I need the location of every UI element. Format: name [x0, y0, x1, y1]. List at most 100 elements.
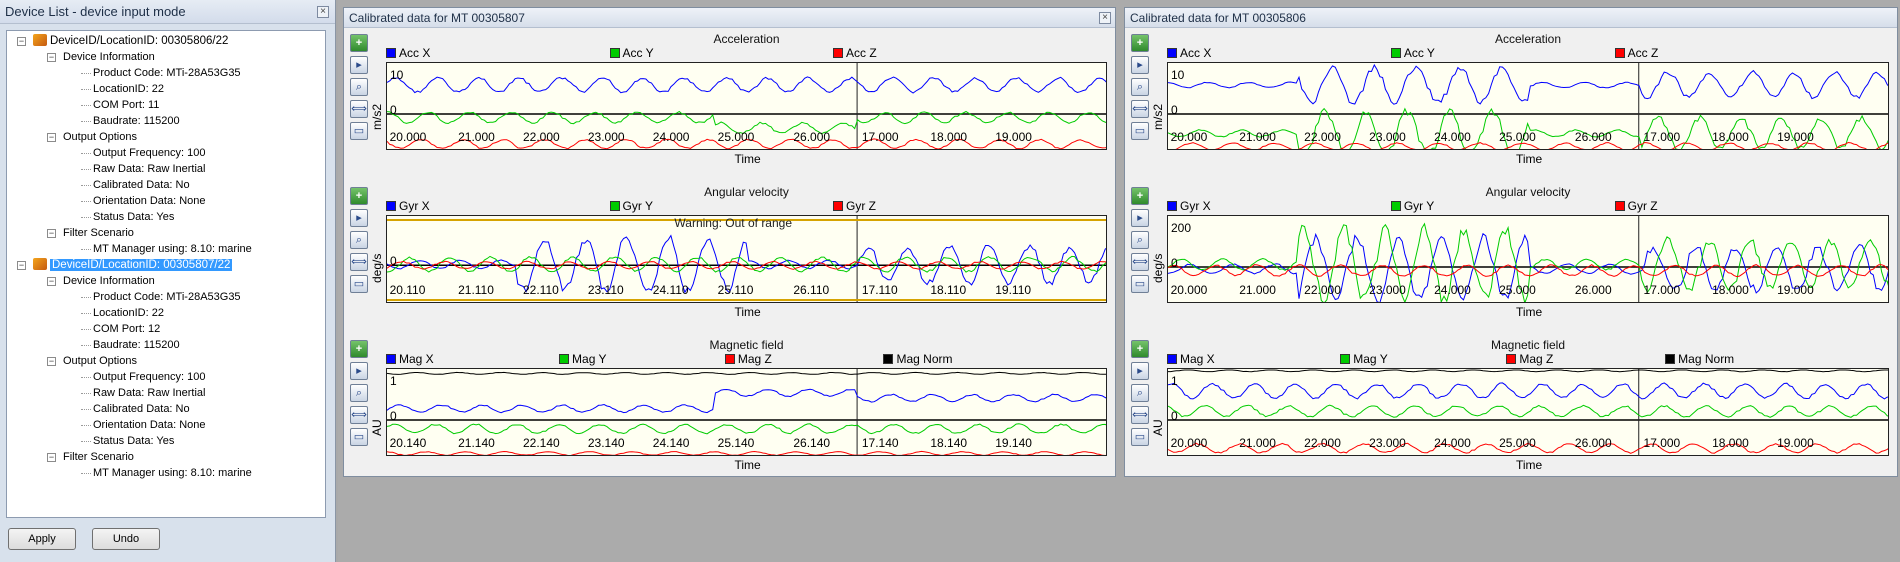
legend-item[interactable]: Gyr X: [386, 199, 430, 213]
zoom-icon[interactable]: ⌕: [1131, 384, 1149, 402]
stop-icon[interactable]: ▭: [350, 275, 368, 293]
device-info-item[interactable]: LocationID: 22: [93, 305, 164, 321]
add-plot-icon[interactable]: +: [350, 340, 368, 358]
legend-item[interactable]: Mag Z: [724, 352, 772, 366]
collapse-icon[interactable]: −: [47, 356, 56, 366]
plot-area[interactable]: [386, 62, 1107, 150]
x-tick-label: 21.000: [1239, 130, 1276, 144]
plot-area[interactable]: [1167, 368, 1889, 456]
zoom-icon[interactable]: ⌕: [350, 231, 368, 249]
pan-icon[interactable]: ⟺: [1131, 253, 1149, 271]
add-plot-icon[interactable]: +: [1131, 187, 1149, 205]
device-information-node[interactable]: Device Information: [63, 49, 155, 65]
filter-scenario-item[interactable]: MT Manager using: 8.10: marine: [93, 465, 252, 481]
output-option-item[interactable]: Raw Data: Raw Inertial: [93, 385, 206, 401]
legend-item[interactable]: Mag Y: [559, 352, 607, 366]
legend-item[interactable]: Gyr Y: [1390, 199, 1434, 213]
zoom-icon[interactable]: ⌕: [1131, 78, 1149, 96]
stop-icon[interactable]: ▭: [1131, 275, 1149, 293]
device-info-item[interactable]: Baudrate: 115200: [93, 337, 180, 353]
filter-scenario-node[interactable]: Filter Scenario: [63, 449, 134, 465]
pan-icon[interactable]: ⟺: [1131, 406, 1149, 424]
output-option-item[interactable]: Status Data: Yes: [93, 209, 174, 225]
stop-icon[interactable]: ▭: [350, 428, 368, 446]
legend-item[interactable]: Gyr Y: [609, 199, 653, 213]
device-node[interactable]: DeviceID/LocationID: 00305806/22: [33, 33, 228, 49]
legend-item[interactable]: Mag X: [1167, 352, 1215, 366]
output-option-item[interactable]: Calibrated Data: No: [93, 401, 190, 417]
output-option-item[interactable]: Raw Data: Raw Inertial: [93, 161, 206, 177]
filter-scenario-node[interactable]: Filter Scenario: [63, 225, 134, 241]
legend-item[interactable]: Acc Z: [1614, 46, 1658, 60]
plot-area[interactable]: [1167, 62, 1889, 150]
close-icon[interactable]: ×: [1099, 12, 1111, 24]
output-options-node[interactable]: Output Options: [63, 353, 137, 369]
apply-button[interactable]: Apply: [8, 528, 76, 550]
pan-icon[interactable]: ⟺: [1131, 100, 1149, 118]
collapse-icon[interactable]: −: [47, 132, 56, 142]
output-option-item[interactable]: Calibrated Data: No: [93, 177, 190, 193]
collapse-icon[interactable]: −: [17, 36, 26, 46]
zoom-icon[interactable]: ⌕: [350, 384, 368, 402]
x-tick-label: 21.140: [458, 436, 495, 450]
stop-icon[interactable]: ▭: [1131, 122, 1149, 140]
device-info-item[interactable]: Product Code: MTi-28A53G35: [93, 65, 241, 81]
legend-item[interactable]: Mag X: [386, 352, 434, 366]
filter-scenario-item[interactable]: MT Manager using: 8.10: marine: [93, 241, 252, 257]
device-info-item[interactable]: LocationID: 22: [93, 81, 164, 97]
legend-item[interactable]: Mag Norm: [883, 352, 953, 366]
plot-area[interactable]: [1167, 215, 1889, 303]
plot-area[interactable]: [386, 215, 1107, 303]
output-option-item[interactable]: Orientation Data: None: [93, 193, 206, 209]
output-option-item[interactable]: Status Data: Yes: [93, 433, 174, 449]
legend-item[interactable]: Gyr Z: [1614, 199, 1658, 213]
zoom-icon[interactable]: ⌕: [1131, 231, 1149, 249]
stop-icon[interactable]: ▭: [1131, 428, 1149, 446]
add-plot-icon[interactable]: +: [1131, 340, 1149, 358]
add-plot-icon[interactable]: +: [350, 34, 368, 52]
device-node[interactable]: DeviceID/LocationID: 00305807/22: [33, 257, 233, 273]
device-info-item[interactable]: Product Code: MTi-28A53G35: [93, 289, 241, 305]
output-option-item[interactable]: Orientation Data: None: [93, 417, 206, 433]
y-axis-label: deg/s: [1151, 253, 1165, 283]
add-plot-icon[interactable]: +: [1131, 34, 1149, 52]
legend-item[interactable]: Mag Y: [1340, 352, 1388, 366]
play-icon[interactable]: ▸: [350, 362, 368, 380]
device-information-node[interactable]: Device Information: [63, 273, 155, 289]
collapse-icon[interactable]: −: [47, 276, 56, 286]
pan-icon[interactable]: ⟺: [350, 100, 368, 118]
add-plot-icon[interactable]: +: [350, 187, 368, 205]
close-icon[interactable]: ×: [317, 6, 329, 18]
play-icon[interactable]: ▸: [350, 209, 368, 227]
undo-button[interactable]: Undo: [92, 528, 160, 550]
legend-item[interactable]: Acc X: [1167, 46, 1211, 60]
collapse-icon[interactable]: −: [47, 452, 56, 462]
pan-icon[interactable]: ⟺: [350, 406, 368, 424]
device-info-item[interactable]: COM Port: 12: [93, 321, 160, 337]
play-icon[interactable]: ▸: [1131, 209, 1149, 227]
legend-item[interactable]: Acc Y: [1390, 46, 1435, 60]
collapse-icon[interactable]: −: [47, 52, 56, 62]
play-icon[interactable]: ▸: [350, 56, 368, 74]
legend-item[interactable]: Mag Z: [1506, 352, 1553, 366]
plot-area[interactable]: [386, 368, 1107, 456]
legend-item[interactable]: Gyr Z: [833, 199, 876, 213]
legend-item[interactable]: Gyr X: [1167, 199, 1211, 213]
legend-item[interactable]: Mag Norm: [1665, 352, 1734, 366]
legend-swatch: [833, 201, 844, 211]
legend-item[interactable]: Acc X: [386, 46, 430, 60]
device-info-item[interactable]: Baudrate: 115200: [93, 113, 180, 129]
device-info-item[interactable]: COM Port: 11: [93, 97, 159, 113]
output-option-item[interactable]: Output Frequency: 100: [93, 369, 206, 385]
play-icon[interactable]: ▸: [1131, 56, 1149, 74]
play-icon[interactable]: ▸: [1131, 362, 1149, 380]
output-option-item[interactable]: Output Frequency: 100: [93, 145, 206, 161]
collapse-icon[interactable]: −: [17, 260, 26, 270]
collapse-icon[interactable]: −: [47, 228, 56, 238]
output-options-node[interactable]: Output Options: [63, 129, 137, 145]
legend-item[interactable]: Acc Z: [833, 46, 877, 60]
legend-item[interactable]: Acc Y: [609, 46, 654, 60]
stop-icon[interactable]: ▭: [350, 122, 368, 140]
pan-icon[interactable]: ⟺: [350, 253, 368, 271]
zoom-icon[interactable]: ⌕: [350, 78, 368, 96]
